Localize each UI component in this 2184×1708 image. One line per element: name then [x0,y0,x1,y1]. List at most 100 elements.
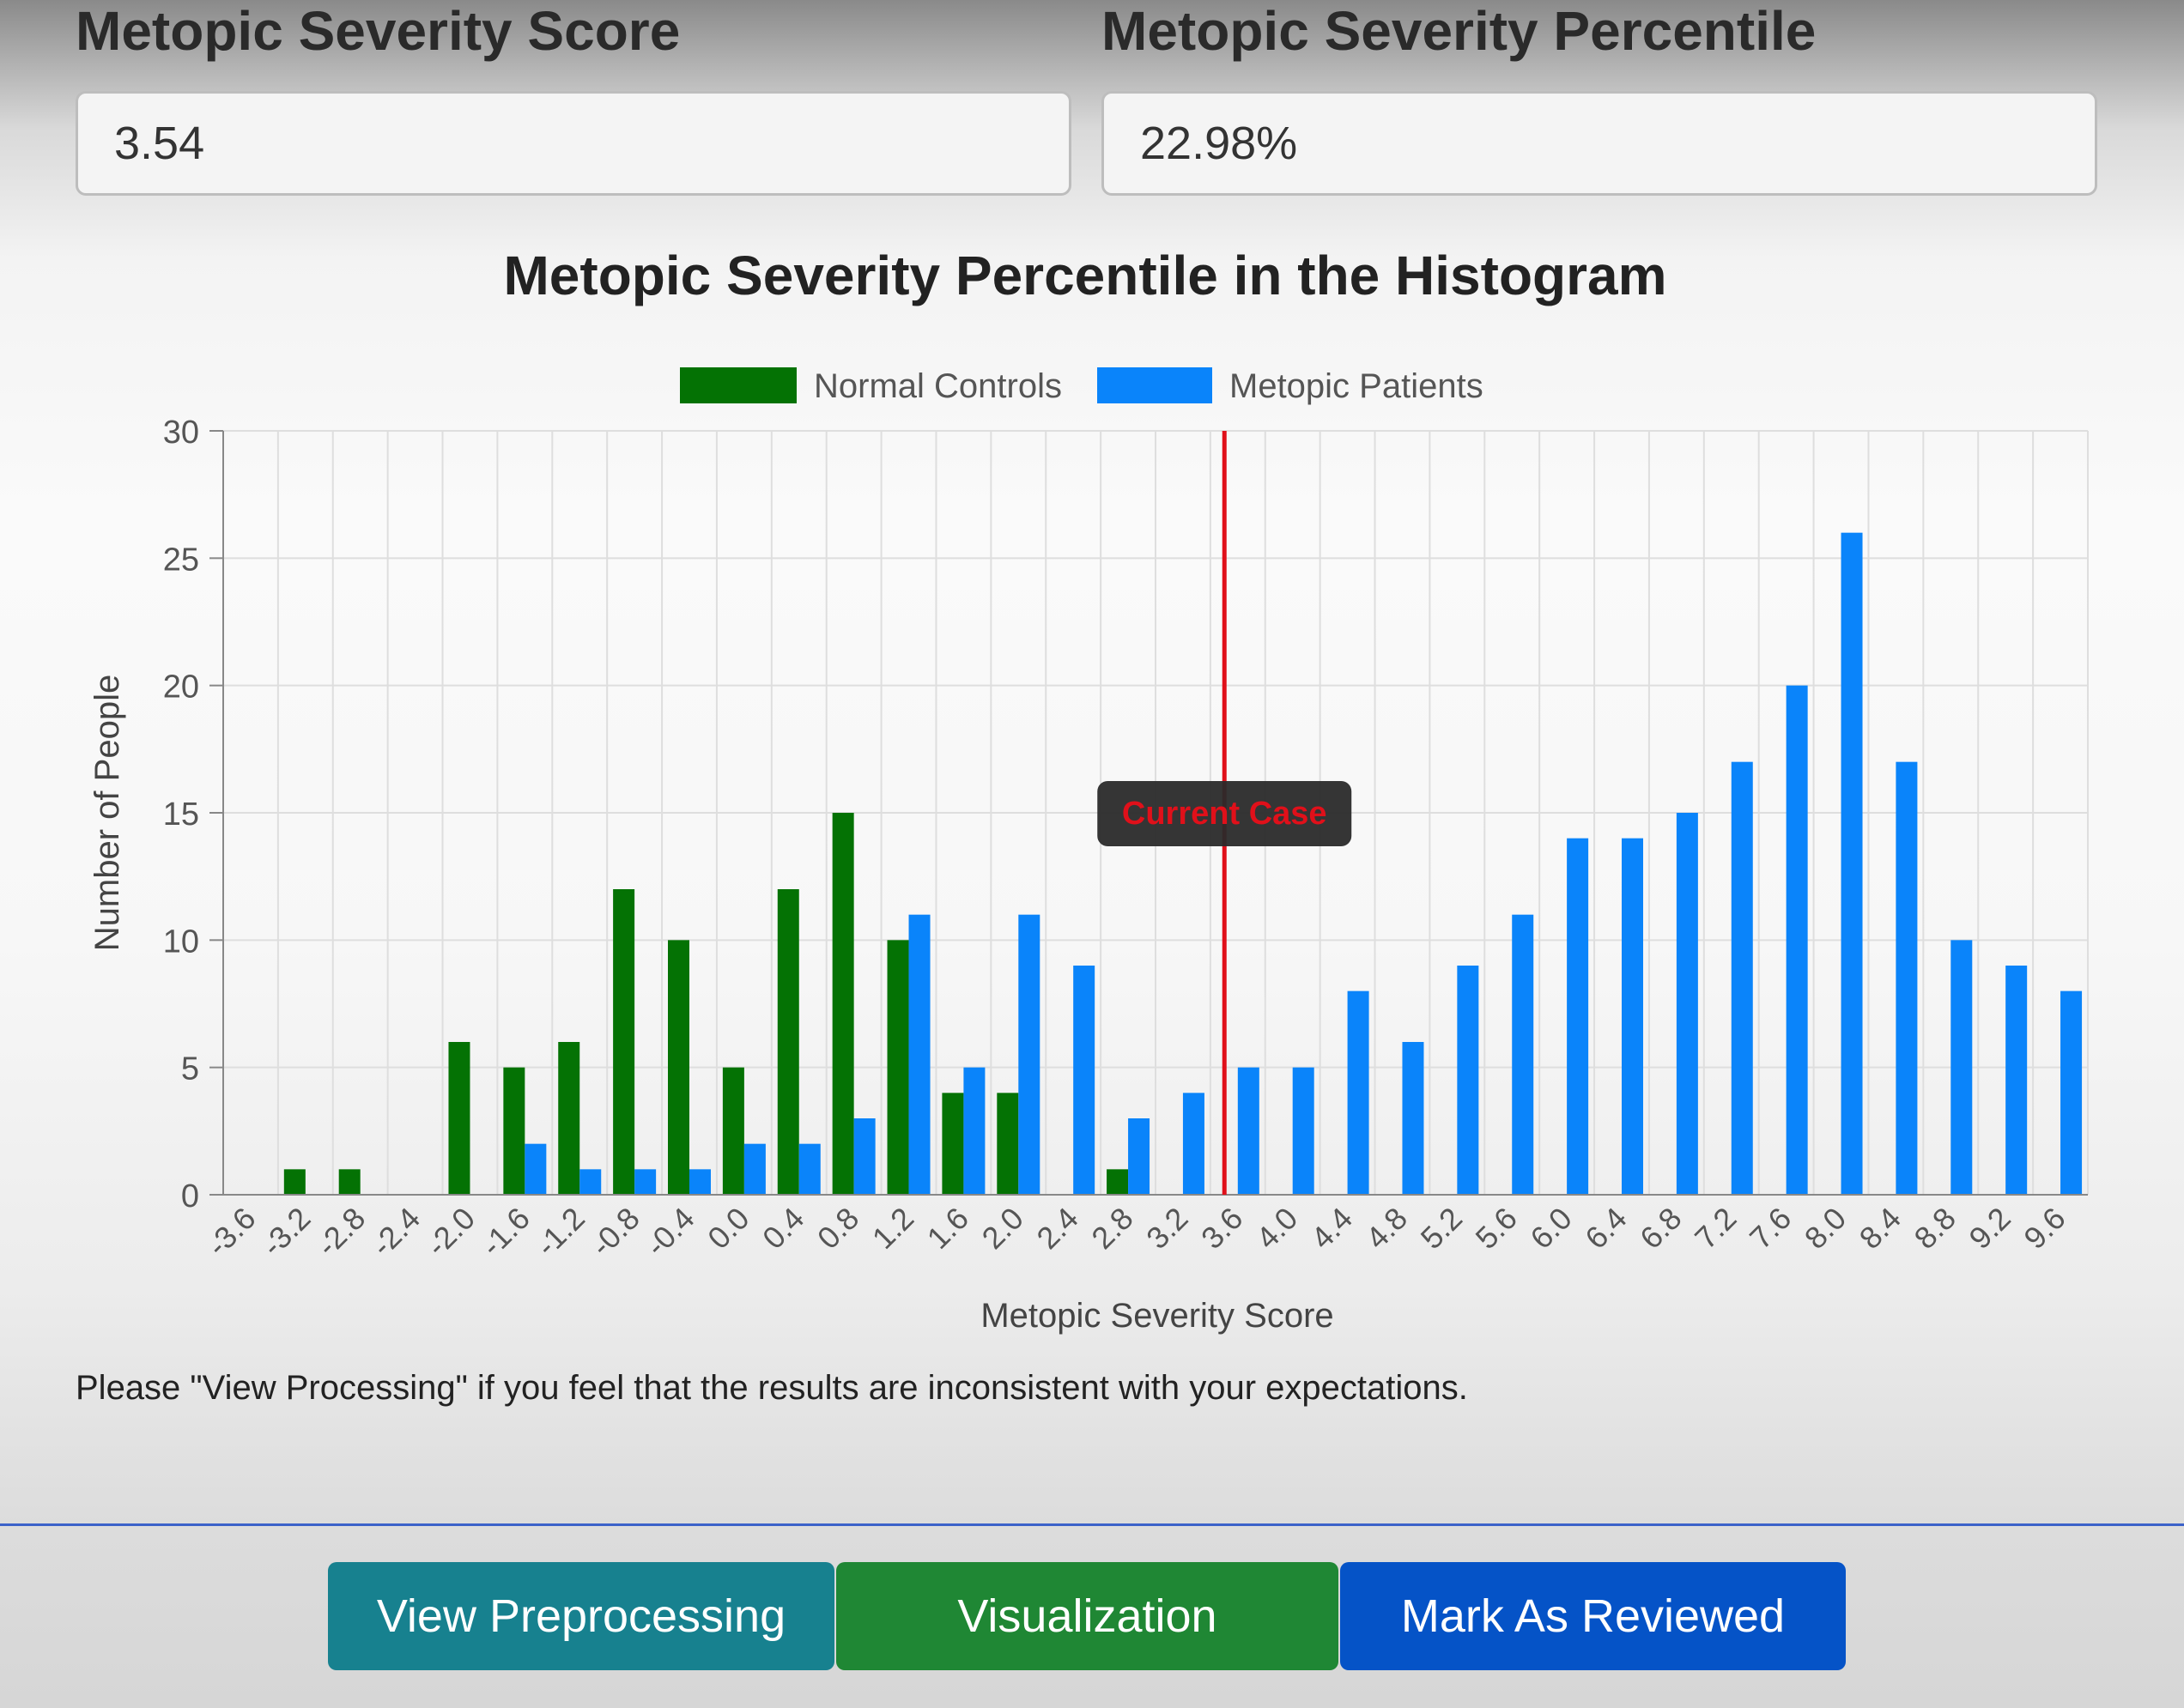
x-tick-label: 8.8 [1908,1201,1963,1256]
x-tick-label: 9.2 [1962,1201,2017,1256]
bar-metopic-patients [798,1143,821,1195]
x-tick-label: 3.6 [1194,1201,1249,1256]
bar-metopic-patients [1402,1042,1424,1195]
bar-normal-controls [338,1169,361,1195]
x-tick-label: 8.0 [1798,1201,1853,1256]
bar-metopic-patients [1567,838,1589,1195]
bar-metopic-patients [1182,1093,1204,1195]
bar-normal-controls [283,1169,306,1195]
x-tick-label: 2.0 [975,1201,1030,1256]
current-case-label: Current Case [1122,796,1327,832]
bar-metopic-patients [1018,914,1040,1195]
y-axis-label: Number of People [88,675,126,951]
x-tick-label: 0.0 [701,1201,755,1256]
bar-normal-controls [997,1093,1019,1195]
x-tick-label: 5.6 [1469,1201,1524,1256]
bar-metopic-patients [1950,940,1973,1195]
bar-normal-controls [832,813,854,1195]
bar-metopic-patients [1237,1067,1259,1195]
y-tick-label: 15 [163,796,199,833]
bar-normal-controls [777,889,799,1195]
bar-metopic-patients [2060,990,2083,1195]
bar-normal-controls [942,1093,964,1195]
bar-metopic-patients [963,1067,986,1195]
x-tick-label: 1.2 [865,1201,920,1256]
legend-label-normal-controls: Normal Controls [814,367,1062,405]
bar-normal-controls [613,889,635,1195]
y-tick-label: 25 [163,542,199,578]
bar-metopic-patients [1347,990,1369,1195]
legend-label-metopic-patients: Metopic Patients [1229,367,1483,405]
bar-metopic-patients [579,1169,602,1195]
x-tick-label: 4.8 [1359,1201,1414,1256]
bar-metopic-patients [689,1169,711,1195]
current-case-label-box [1097,781,1352,846]
bar-metopic-patients [634,1169,657,1195]
x-tick-label: 2.8 [1084,1201,1139,1256]
histogram-chart: Metopic Severity Percentile in the Histo… [88,245,2089,1335]
bar-metopic-patients [525,1143,547,1195]
bar-metopic-patients [1512,914,1534,1195]
y-tick-label: 5 [181,1051,199,1087]
x-tick-label: 6.8 [1633,1201,1688,1256]
bar-metopic-patients [1128,1118,1150,1195]
score-field[interactable]: 3.54 [76,91,1071,196]
bar-metopic-patients [1457,966,1479,1195]
x-tick-label: -0.8 [584,1201,646,1263]
x-tick-label: 8.4 [1853,1201,1908,1256]
x-tick-label: -2.8 [309,1201,372,1263]
bar-normal-controls [448,1042,470,1195]
mark-as-reviewed-button[interactable]: Mark As Reviewed [1340,1562,1846,1670]
x-tick-label: -2.0 [419,1201,482,1263]
legend-swatch-metopic-patients[interactable] [1097,367,1212,403]
x-tick-label: 0.4 [755,1201,810,1256]
score-label: Metopic Severity Score [76,0,681,62]
current-case-marker: Current Case [1097,431,1352,1195]
x-tick-label: 4.0 [1249,1201,1304,1256]
bar-normal-controls [668,940,689,1195]
x-tick-label: 1.6 [920,1201,975,1256]
consistency-note: Please "View Processing" if you feel tha… [76,1369,1468,1407]
x-tick-label: 7.6 [1743,1201,1798,1256]
percentile-field[interactable]: 22.98% [1101,91,2097,196]
y-tick-label: 30 [163,415,199,451]
bar-normal-controls [1107,1169,1129,1195]
visualization-button[interactable]: Visualization [836,1562,1338,1670]
x-tick-label: -3.6 [200,1201,263,1263]
x-tick-label: 5.2 [1414,1201,1469,1256]
bar-metopic-patients [1073,966,1095,1195]
chart-grid [222,430,2089,1196]
bar-metopic-patients [2005,966,2028,1195]
bar-metopic-patients [1676,813,1698,1195]
bar-normal-controls [503,1067,525,1195]
x-tick-label: 4.4 [1304,1201,1359,1256]
footer-divider [0,1523,2184,1526]
x-tick-label: 6.0 [1523,1201,1578,1256]
bar-normal-controls [887,940,909,1195]
bar-metopic-patients [1292,1067,1314,1195]
x-tick-label: 0.8 [810,1201,865,1256]
bar-metopic-patients [1622,838,1643,1195]
chart-legend: Normal Controls Metopic Patients [680,367,1483,405]
bar-normal-controls [558,1042,580,1195]
x-tick-label: -2.4 [364,1201,427,1263]
x-tick-label: 3.2 [1139,1201,1194,1256]
view-preprocessing-button[interactable]: View Preprocessing [328,1562,834,1670]
chart-bars [283,532,2083,1195]
bar-metopic-patients [1786,685,1808,1195]
x-tick-label: 6.4 [1578,1201,1633,1256]
x-tick-label: -1.2 [529,1201,592,1263]
bar-metopic-patients [1841,532,1863,1195]
x-tick-label: 7.2 [1688,1201,1743,1256]
y-tick-label: 0 [181,1178,199,1214]
legend-swatch-normal-controls[interactable] [680,367,797,403]
x-tick-label: -1.6 [474,1201,537,1263]
chart-title: Metopic Severity Percentile in the Histo… [503,245,1666,306]
bar-metopic-patients [743,1143,766,1195]
y-tick-label: 20 [163,669,199,706]
bar-normal-controls [722,1067,744,1195]
x-tick-label: -3.2 [255,1201,318,1263]
bar-metopic-patients [1896,761,1918,1195]
y-tick-label: 10 [163,924,199,960]
bar-metopic-patients [1731,761,1753,1195]
